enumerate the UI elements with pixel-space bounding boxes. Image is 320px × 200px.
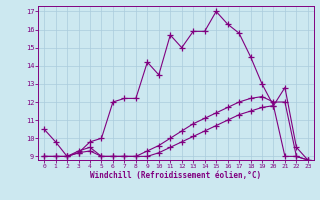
X-axis label: Windchill (Refroidissement éolien,°C): Windchill (Refroidissement éolien,°C) <box>91 171 261 180</box>
